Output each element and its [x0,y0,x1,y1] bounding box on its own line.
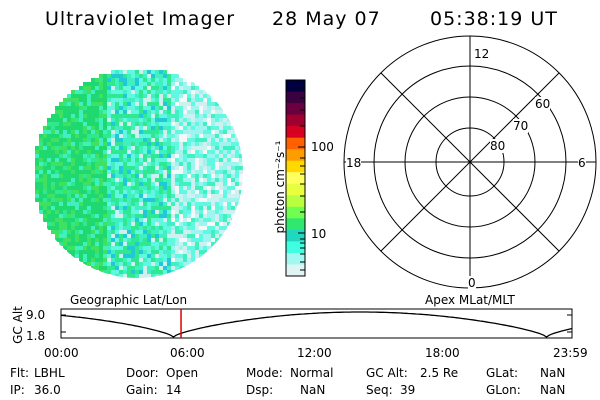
meta-glon-value: NaN [540,383,566,397]
mlt-label-18: 18 [346,156,362,170]
meta-glat-value: NaN [540,366,566,380]
meta-mode-label: Mode: [246,366,283,380]
colorbar-tick-100: 100 [311,140,334,154]
mlt-label-12: 12 [474,47,490,61]
colorbar-cell [286,114,305,127]
mlat-label-60: 60 [535,97,551,111]
colorbar-cell [286,195,305,208]
colorbar-cell [286,80,305,93]
meta-door-label: Door: [126,366,159,380]
instrument-title: Ultraviolet Imager [45,8,236,30]
meta-mode-value: Normal [290,366,334,380]
meta-gain-label: Gain: [126,383,158,397]
mlt-label-0: 0 [468,276,476,290]
colorbar-cell [286,103,305,116]
colorbar-cell [286,183,305,196]
colorbar-cell [286,264,305,277]
meta-ip-label: IP: [10,383,25,397]
mlat-label-70: 70 [513,119,529,133]
meta-door-value: Open [166,366,199,380]
meta-dsp-label: Dsp: [246,383,274,397]
mlt-label-6: 6 [578,156,586,170]
mlat-label-80: 80 [490,139,506,153]
timeline-xtick-2: 12:00 [297,346,332,360]
date-label: 28 May 07 [272,8,381,30]
timeline-right-title: Apex MLat/MLT [425,293,515,307]
colorbar-cell [286,91,305,104]
meta-seq-label: Seq: [366,383,393,397]
timeline-xtick-1: 06:00 [170,346,205,360]
meta-gain-value: 14 [166,383,182,397]
timeline-ytick-bottom: 1.8 [26,329,46,343]
colorbar-cell [286,241,305,254]
timeline-xtick-0: 00:00 [44,346,79,360]
colorbar-cell [286,218,305,231]
meta-glon-label: GLon: [486,383,521,397]
timeline-xtick-3: 18:00 [425,346,460,360]
timeline-ytick-top: 9.0 [26,308,46,322]
meta-flt-label: Flt: [10,366,29,380]
colorbar-cell [286,206,305,219]
colorbar-cell [286,126,305,139]
colorbar-cell [286,172,305,185]
timeline-xtick-4: 23:59 [553,346,588,360]
meta-seq-value: 39 [400,383,416,397]
meta-gcalt-label: GC Alt: [366,366,408,380]
meta-dsp-value: NaN [300,383,326,397]
colorbar-cell [286,160,305,173]
meta-gcalt-value: 2.5 Re [420,366,459,380]
meta-glat-label: GLat: [486,366,519,380]
meta-ip-value: 36.0 [34,383,61,397]
meta-flt-value: LBHL [34,366,65,380]
timeline-left-title: Geographic Lat/Lon [70,293,188,307]
colorbar-tick-10: 10 [311,227,327,241]
time-label: 05:38:19 UT [430,8,558,30]
